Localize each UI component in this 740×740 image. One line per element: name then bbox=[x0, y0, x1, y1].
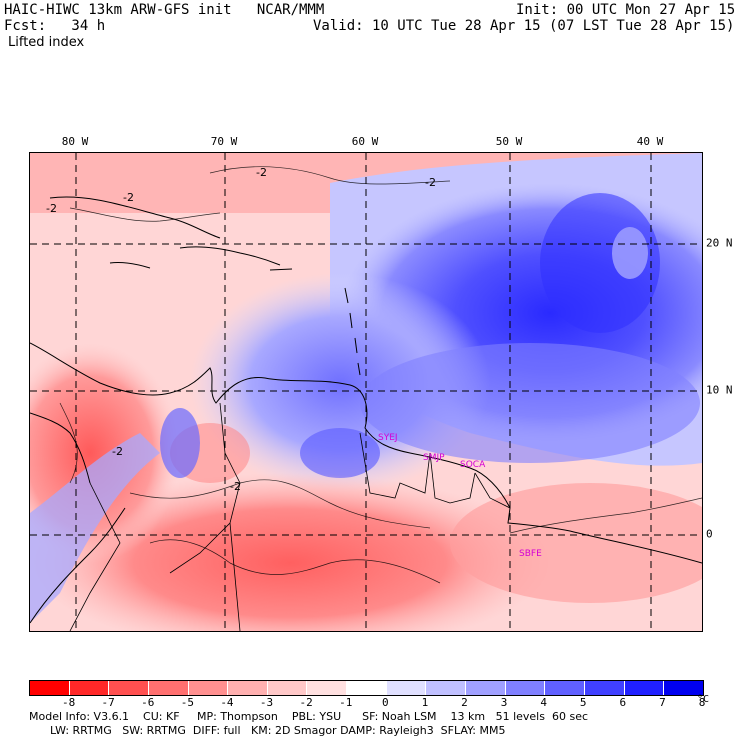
central-america-coast bbox=[30, 412, 91, 484]
inner-weak-spot bbox=[612, 227, 648, 279]
colorbar-tick-label: -7 bbox=[101, 696, 115, 709]
station-label: SBFE bbox=[519, 549, 542, 559]
colorbar-swatch bbox=[624, 681, 665, 695]
station-label: SMJP bbox=[423, 453, 445, 463]
colorbar-tick-label: 8 bbox=[698, 696, 706, 709]
colorbar-tick-label: -4 bbox=[220, 696, 234, 709]
hispaniola-coast bbox=[179, 246, 281, 266]
colorbar-swatch bbox=[426, 681, 467, 695]
colorbar-swatch bbox=[228, 681, 268, 695]
cuba-coast bbox=[49, 196, 221, 239]
colorbar-swatch bbox=[347, 681, 387, 695]
colorbar-tick-label: -8 bbox=[61, 696, 76, 709]
colorbar-tick-label: 2 bbox=[461, 696, 468, 709]
colorbar-tick-label: -5 bbox=[180, 696, 194, 709]
lat-label-0: 0 bbox=[706, 527, 713, 541]
colorbar-tick-label: 6 bbox=[619, 696, 627, 709]
contour-label: -2 bbox=[46, 202, 57, 215]
station-label: SOCA bbox=[460, 460, 486, 470]
country-borders bbox=[69, 402, 511, 631]
station-label: SYEJ bbox=[378, 433, 398, 443]
lon-label-40w: 40 W bbox=[636, 135, 664, 148]
contour-label: -2 bbox=[425, 176, 436, 189]
andes-stable-spot bbox=[160, 408, 200, 478]
colorbar-tick-label: -1 bbox=[339, 696, 353, 709]
pacific-coast bbox=[30, 507, 126, 624]
colorbar-swatch bbox=[386, 681, 427, 695]
colorbar-tick-label: -2 bbox=[299, 696, 313, 709]
colorbar-swatch bbox=[267, 681, 308, 695]
colorbar-unit: °C bbox=[697, 694, 710, 705]
contour-label: -2 bbox=[123, 191, 134, 204]
model-title: HAIC-HIWC 13km ARW-GFS init NCAR/MMM bbox=[4, 2, 325, 18]
model-info-line1: Model Info: V3.6.1 CU: KF MP: Thompson P… bbox=[29, 710, 589, 723]
colorbar-swatch bbox=[545, 681, 585, 695]
lat-label-10n: 10 N bbox=[706, 383, 733, 397]
colorbar-tick-label: -3 bbox=[259, 696, 274, 709]
init-time: Init: 00 UTC Mon 27 Apr 15 bbox=[516, 2, 736, 18]
colorbar-swatch bbox=[30, 681, 70, 695]
field-name: Lifted index bbox=[8, 35, 85, 50]
brazil-coast-unstable bbox=[450, 483, 702, 603]
lon-label-80w: 80 W bbox=[61, 135, 89, 148]
model-info-line2: LW: RRTMG SW: RRTMG DIFF: full KM: 2D Sm… bbox=[29, 724, 506, 737]
lon-label-50w: 50 W bbox=[495, 135, 523, 148]
forecast-hour: Fcst: 34 h bbox=[4, 18, 106, 34]
jamaica-coast bbox=[109, 262, 151, 269]
contour-value-labels: -2 -2 -2 -2 -2 -2 bbox=[46, 166, 436, 493]
atlantic-band bbox=[360, 343, 700, 463]
lifted-index-map: -2 -2 -2 -2 -2 -2 SYEJ SMJP SOCA SBFE bbox=[29, 152, 703, 632]
colorbar-tick-label: 3 bbox=[500, 696, 508, 709]
colorbar-swatch bbox=[148, 681, 189, 695]
colorbar-swatch bbox=[505, 681, 546, 695]
valid-time: Valid: 10 UTC Tue 28 Apr 15 (07 LST Tue … bbox=[313, 18, 735, 34]
colorbar bbox=[29, 680, 704, 696]
lat-label-20n: 20 N bbox=[706, 236, 733, 250]
contour-label: -2 bbox=[112, 445, 123, 458]
lat-lon-grid bbox=[30, 153, 702, 631]
colorbar-tick-label: 5 bbox=[579, 696, 587, 709]
colorbar-tick-label: 1 bbox=[421, 696, 429, 709]
colorbar-swatch bbox=[188, 681, 229, 695]
lesser-antilles bbox=[344, 287, 361, 376]
venezuela-stable-spot bbox=[300, 428, 380, 478]
lon-label-60w: 60 W bbox=[351, 135, 379, 148]
coastlines bbox=[30, 196, 702, 624]
colorbar-tick-label: 0 bbox=[381, 696, 389, 709]
colorbar-swatch bbox=[307, 681, 348, 695]
colorbar-tick-label: -6 bbox=[141, 696, 155, 709]
colorbar-swatch bbox=[664, 681, 703, 695]
colorbar-swatch bbox=[109, 681, 149, 695]
colorbar-swatch bbox=[69, 681, 110, 695]
pacific-stable-strip bbox=[30, 433, 160, 623]
lon-label-70w: 70 W bbox=[210, 135, 238, 148]
colorbar-tick-label: 7 bbox=[659, 696, 666, 709]
south-america-north-coast bbox=[30, 342, 702, 564]
puerto-rico-coast bbox=[269, 268, 293, 271]
colorbar-swatch bbox=[584, 681, 625, 695]
map-canvas: -2 -2 -2 -2 -2 -2 bbox=[30, 153, 702, 631]
colorbar-swatch bbox=[466, 681, 506, 695]
colorbar-tick-label: 4 bbox=[540, 696, 547, 709]
contour-label: -2 bbox=[230, 480, 241, 493]
li-contours bbox=[59, 166, 702, 584]
contour-label: -2 bbox=[256, 166, 267, 179]
